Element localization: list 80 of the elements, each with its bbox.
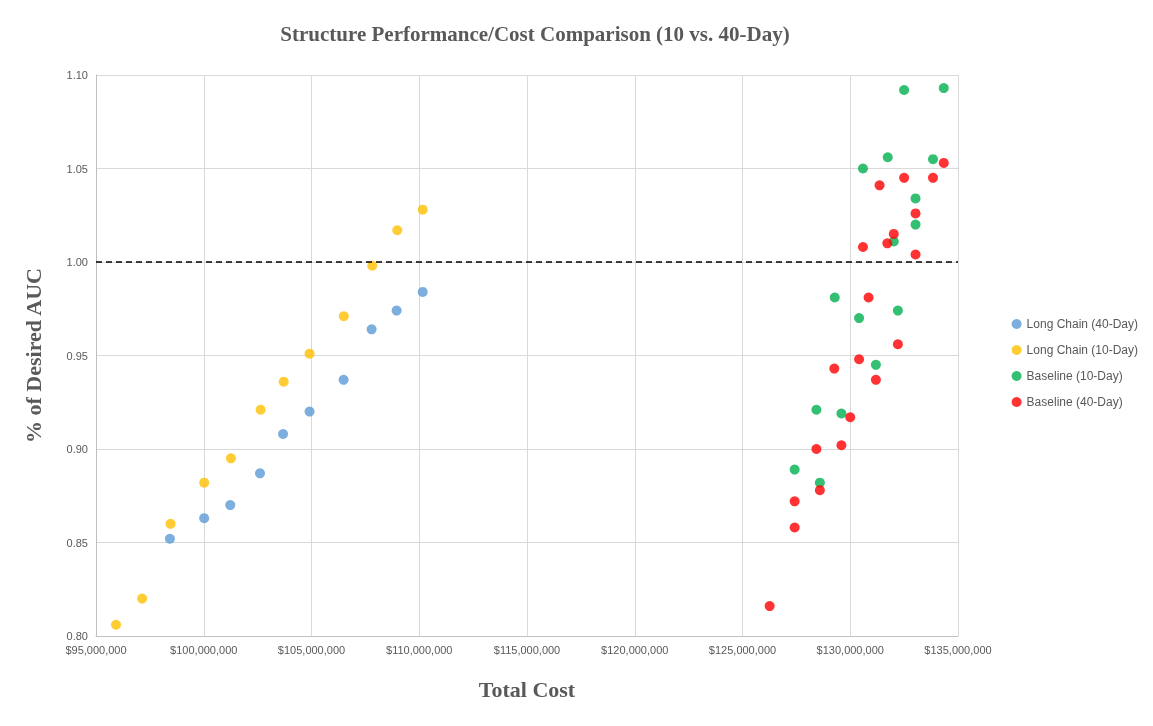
legend-label: Baseline (40-Day) xyxy=(1026,395,1123,409)
point xyxy=(255,468,265,479)
x-axis-title: Total Cost xyxy=(478,676,576,702)
point xyxy=(338,374,349,385)
legend-label: Long Chain (40-Day) xyxy=(1026,317,1139,331)
point xyxy=(874,180,885,191)
point xyxy=(304,406,315,417)
x-tick-label: $130,000,000 xyxy=(816,643,884,656)
point xyxy=(938,157,949,168)
point xyxy=(863,292,874,303)
x-tick-label: $105,000,000 xyxy=(277,643,346,656)
point xyxy=(392,225,403,236)
point xyxy=(366,324,377,335)
point xyxy=(910,193,921,204)
point xyxy=(278,429,289,440)
point xyxy=(811,404,822,415)
point xyxy=(870,359,881,370)
legend-label: Baseline (10-Day) xyxy=(1026,369,1123,383)
point xyxy=(857,242,868,253)
x-tick-label: $125,000,000 xyxy=(708,643,777,656)
y-tick-label: 1.00 xyxy=(66,256,88,268)
point xyxy=(928,172,938,183)
point xyxy=(789,464,800,475)
point xyxy=(417,204,428,215)
point xyxy=(928,154,938,165)
point xyxy=(137,593,148,604)
legend-label: Long Chain (10-Day) xyxy=(1026,343,1139,357)
y-tick-label: 1.05 xyxy=(66,162,88,175)
point xyxy=(938,83,949,94)
x-tick-label: $110,000,000 xyxy=(386,643,453,656)
point xyxy=(225,500,236,511)
y-tick-label: 0.90 xyxy=(66,443,88,455)
point xyxy=(910,249,921,260)
point xyxy=(882,238,893,249)
point xyxy=(255,404,266,415)
y-tick-label: 1.10 xyxy=(66,69,88,81)
point xyxy=(789,496,800,507)
point xyxy=(225,453,236,464)
point xyxy=(899,84,910,95)
chart-title: Structure Performance/Cost Comparison (10 vs. 40-Day) xyxy=(280,21,790,46)
point xyxy=(836,440,847,451)
point xyxy=(899,172,910,183)
point xyxy=(854,354,865,365)
point xyxy=(338,311,349,322)
point xyxy=(870,374,881,385)
point xyxy=(278,376,289,387)
point xyxy=(165,518,176,529)
point xyxy=(304,348,315,359)
point xyxy=(910,219,921,230)
point xyxy=(391,305,402,316)
y-axis-title: % of Desired AUC xyxy=(20,268,46,443)
point xyxy=(789,522,800,533)
point xyxy=(845,412,856,423)
point xyxy=(892,305,903,316)
y-tick-label: 0.80 xyxy=(66,630,88,642)
y-tick-label: 0.85 xyxy=(66,536,88,549)
point xyxy=(199,477,210,488)
point xyxy=(829,363,840,374)
point xyxy=(199,513,210,524)
point xyxy=(829,292,840,303)
point xyxy=(854,313,865,324)
x-tick-label: $95,000,000 xyxy=(65,643,127,656)
x-tick-label: $120,000,000 xyxy=(601,643,669,656)
x-tick-label: $115,000,000 xyxy=(493,643,561,656)
x-tick-label: $135,000,000 xyxy=(924,643,992,656)
point xyxy=(888,228,899,239)
point xyxy=(764,601,775,612)
point xyxy=(882,152,893,163)
point xyxy=(892,339,903,350)
point xyxy=(367,260,378,271)
point xyxy=(111,619,122,630)
point xyxy=(836,408,847,419)
point xyxy=(164,533,175,544)
point xyxy=(857,163,868,174)
point xyxy=(811,444,822,454)
point xyxy=(417,286,428,297)
x-tick-label: $100,000,000 xyxy=(170,643,238,656)
point xyxy=(814,485,825,496)
point xyxy=(910,208,921,219)
y-tick-label: 0.95 xyxy=(66,349,88,362)
